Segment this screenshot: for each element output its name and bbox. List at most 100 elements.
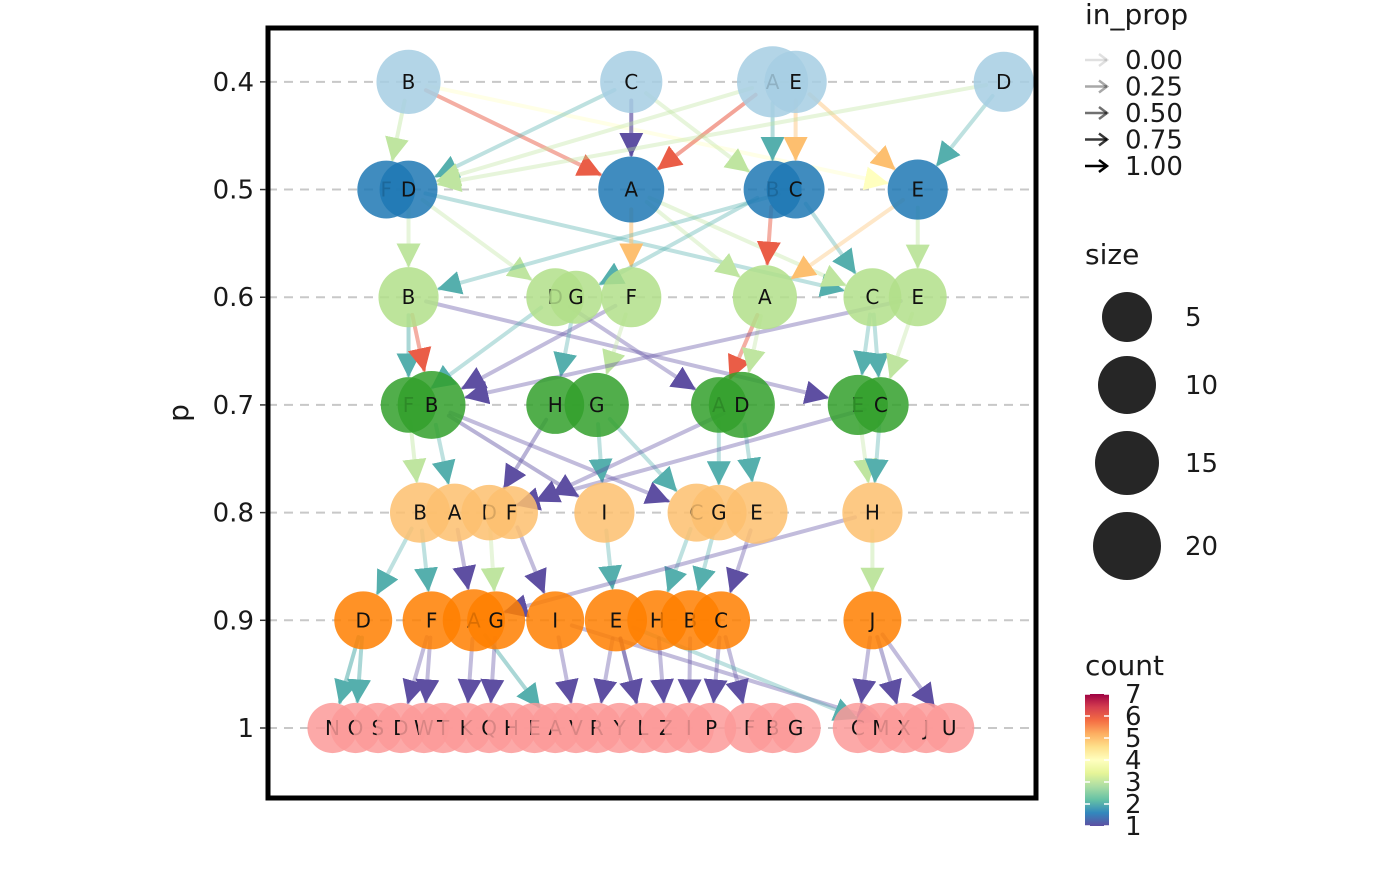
node-label: I: [552, 608, 558, 632]
node-circle: [764, 50, 827, 113]
node-label: F: [506, 501, 518, 525]
node-5-J: J: [843, 591, 902, 650]
legend-size-circle: [1098, 356, 1156, 414]
node-label: E: [610, 608, 623, 632]
edge-arrow: [420, 197, 533, 281]
legends: in_prop0.000.250.500.751.00size5101520co…: [1085, 0, 1218, 842]
node-4-F: F: [484, 486, 538, 540]
legend-size-label: 10: [1185, 371, 1218, 401]
legend-count-label: 6: [1125, 702, 1142, 732]
y-tick-label: 0.4: [213, 68, 254, 98]
node-label: F: [426, 608, 438, 632]
legend-size-label: 5: [1185, 303, 1202, 333]
legend-size-entry: 10: [1098, 356, 1218, 414]
node-label: B: [413, 501, 427, 525]
node-label: G: [788, 716, 804, 740]
node-circle: [686, 702, 737, 754]
node-5-D: D: [334, 591, 393, 650]
y-tick-label: 0.5: [213, 176, 254, 206]
legend-size-circle: [1095, 431, 1159, 495]
edge-arrow: [435, 85, 755, 187]
edge-arrow: [807, 92, 896, 171]
legend-in-prop-label: 0.75: [1125, 126, 1183, 156]
edge-arrow: [430, 305, 544, 390]
legend-in-prop-label: 0.00: [1125, 46, 1183, 76]
node-label: F: [626, 285, 638, 309]
edge-arrow: [644, 199, 741, 278]
node-label: U: [942, 716, 957, 740]
edge-arrow: [790, 197, 905, 280]
legend-size-label: 15: [1185, 449, 1218, 479]
node-circle: [692, 591, 751, 650]
node-label: E: [911, 178, 924, 202]
node-circle: [598, 156, 665, 223]
node-circle: [402, 591, 461, 650]
plot-panel-border: [265, 25, 1039, 801]
node-circle: [766, 160, 825, 219]
node-circle: [379, 160, 438, 219]
node-6-U: U: [924, 702, 975, 754]
node-circle: [725, 481, 788, 544]
node-label: C: [874, 393, 888, 417]
edge-arrow: [880, 632, 936, 708]
node-label: C: [624, 70, 638, 94]
node-label: G: [568, 285, 584, 309]
edge-arrow: [803, 201, 857, 275]
node-circle: [843, 591, 902, 650]
node-label: C: [789, 178, 803, 202]
node-label: E: [750, 501, 763, 525]
node-circle: [600, 50, 663, 113]
edge-arrow: [434, 87, 617, 179]
edge-arrow: [502, 417, 549, 490]
legend-size-label: 20: [1185, 532, 1218, 562]
node-circle: [842, 482, 903, 543]
node-label: G: [589, 393, 605, 417]
node-4-E: E: [725, 481, 788, 544]
node-label: B: [425, 393, 439, 417]
node-label: C: [714, 608, 728, 632]
node-circle: [887, 159, 948, 220]
legend-size-entry: 15: [1095, 431, 1218, 495]
node-1-D: D: [379, 160, 438, 219]
node-5-C: C: [692, 591, 751, 650]
node-0-B: B: [376, 49, 441, 114]
node-circle: [526, 591, 585, 650]
node-circle: [732, 265, 797, 330]
node-label: I: [601, 501, 607, 525]
node-label: A: [624, 178, 638, 202]
y-axis: 0.4 0.5 0.6 0.7 0.8 0.9 1 p: [162, 68, 266, 744]
node-label: C: [865, 285, 879, 309]
node-circle: [467, 591, 526, 650]
node-2-B: B: [378, 267, 439, 328]
node-label: H: [865, 501, 880, 525]
legend-count-title: count: [1085, 649, 1164, 682]
node-label: G: [488, 608, 504, 632]
edge-arrow: [436, 83, 988, 192]
node-circle: [708, 371, 775, 438]
node-label: D: [356, 608, 371, 632]
node-5-F: F: [402, 591, 461, 650]
node-circle: [564, 372, 629, 438]
edge-arrow: [657, 92, 758, 171]
node-0-D: D: [973, 51, 1034, 112]
node-label: J: [867, 608, 875, 632]
node-circle: [924, 702, 975, 754]
node-circle: [549, 270, 603, 324]
node-label: D: [734, 393, 749, 417]
node-3-C: C: [853, 377, 909, 433]
legend-count-label: 5: [1125, 724, 1142, 754]
node-label: A: [758, 285, 772, 309]
node-2-A: A: [732, 265, 797, 330]
node-5-I: I: [526, 591, 585, 650]
legend-in-prop-entry: 0.25: [1085, 73, 1183, 103]
legend-in-prop-entry: 0.75: [1085, 126, 1183, 156]
node-circle: [574, 482, 635, 543]
legend-size-entry: 5: [1102, 292, 1202, 342]
node-label: B: [402, 285, 416, 309]
edge-arrow: [515, 525, 547, 594]
node-label: G: [711, 501, 727, 525]
edge-arrow: [644, 91, 750, 173]
node-6-G: G: [770, 702, 821, 754]
legend-count-label: 4: [1125, 746, 1142, 776]
